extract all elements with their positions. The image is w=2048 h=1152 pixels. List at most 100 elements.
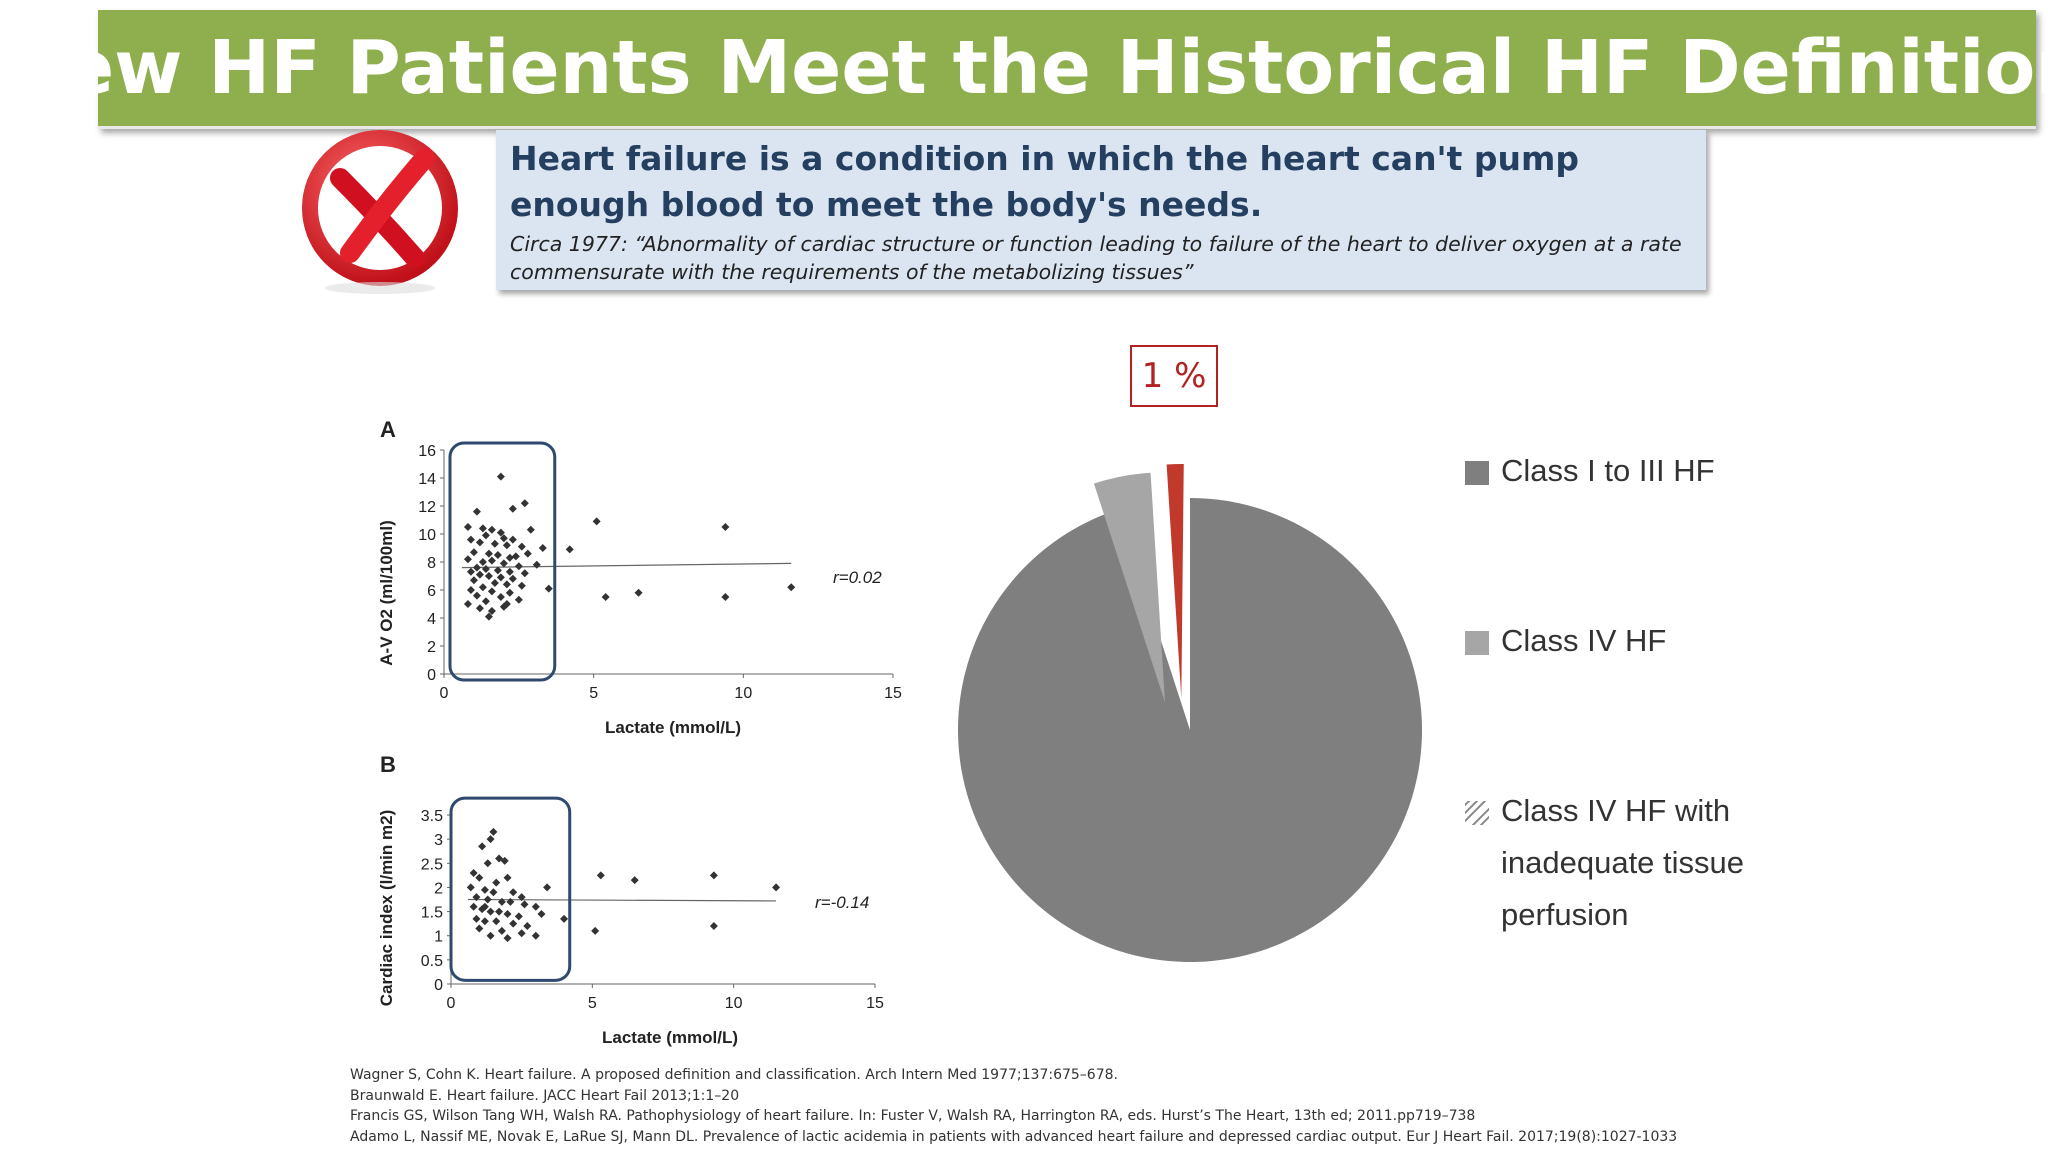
scatter-point	[526, 525, 535, 534]
scatter-point	[514, 562, 523, 571]
scatter-point	[721, 523, 730, 531]
scatter-point	[544, 584, 553, 593]
scatter-point	[537, 909, 546, 918]
scatter-point	[592, 517, 601, 526]
red-x-icon	[302, 130, 458, 294]
scatter-point	[481, 565, 490, 573]
scatter-point	[514, 912, 523, 921]
scatter-chart-b: B Cardiac index (l/min m2) 0 0.5 1 1.5 2 2.5 3…	[377, 752, 884, 1047]
definition-main-text: Heart failure is a condition in which th…	[510, 139, 1580, 224]
scatter-point	[505, 588, 514, 597]
x-axis-label-b: Lactate (mmol/L)	[602, 1028, 738, 1047]
scatter-chart-a: A A-V O2 (ml/100ml) 0 2 4 6 8 10 12 14 16 0 5 10 15 r…	[377, 417, 902, 737]
x-axis-label-a: Lactate (mmol/L)	[605, 718, 741, 737]
panel-label-a: A	[380, 417, 396, 442]
y-tick-label: 2	[434, 880, 443, 897]
scatter-point	[503, 909, 512, 918]
scatter-point	[560, 914, 569, 923]
x-tick-label: 15	[884, 685, 902, 702]
correlation-label: r=-0.14	[815, 893, 869, 912]
title-bar: Few HF Patients Meet the Historical HF D…	[16, 10, 2048, 129]
scatter-point	[511, 552, 520, 561]
scatter-point	[475, 873, 484, 882]
scatter-point	[487, 525, 496, 534]
scatter-point	[495, 854, 504, 863]
y-tick-label: 3	[434, 832, 443, 849]
y-tick-label: 0	[427, 667, 436, 684]
scatter-point	[484, 549, 493, 558]
scatter-point	[499, 559, 508, 568]
correlation-label: r=0.02	[833, 568, 882, 587]
scatter-point	[466, 883, 475, 892]
y-axis-label-a: A-V O2 (ml/100ml)	[377, 520, 396, 666]
scatter-point	[505, 567, 514, 576]
scatter-point	[523, 549, 532, 558]
definition-quote-text: Circa 1977: “Abnormality of cardiac stru…	[510, 232, 1682, 284]
y-tick-label: 16	[418, 443, 436, 460]
scatter-point	[520, 499, 529, 508]
reference-line: Adamo L, Nassif ME, Novak E, LaRue SJ, M…	[350, 1128, 1678, 1145]
scatter-point	[565, 545, 574, 554]
scatter-point	[520, 900, 529, 909]
scatter-point	[499, 602, 508, 611]
scatter-point	[787, 583, 796, 592]
scatter-point	[772, 883, 781, 892]
scatter-point	[514, 595, 523, 604]
y-tick-label: 4	[427, 611, 436, 628]
scatter-point	[509, 888, 518, 897]
scatter-point	[483, 859, 492, 868]
scatter-point	[487, 607, 496, 615]
scatter-point	[517, 929, 526, 938]
scatter-point	[486, 907, 495, 916]
scatter-point	[469, 868, 478, 877]
scatter-point	[517, 893, 526, 902]
scatter-point	[596, 871, 605, 880]
scatter-point	[490, 579, 499, 587]
y-tick-label: 1	[434, 929, 443, 946]
reference-line: Wagner S, Cohn K. Heart failure. A propo…	[350, 1067, 1118, 1083]
slide-title: Few HF Patients Meet the Historical HF D…	[16, 25, 2048, 111]
scatter-point	[472, 893, 481, 902]
scatter-point	[502, 580, 511, 589]
scatter-point	[505, 553, 514, 562]
scatter-point	[508, 504, 517, 513]
panel-label-b: B	[380, 752, 396, 777]
y-tick-label: 3.5	[421, 808, 443, 825]
pie-slice-class-4	[1093, 472, 1166, 703]
scatter-point	[472, 591, 481, 600]
legend-label-class-1-3: Class I to III HF	[1501, 453, 1715, 488]
scatter-point	[478, 842, 487, 851]
scatter-point	[472, 914, 481, 923]
scatter-point	[601, 593, 610, 601]
scatter-point	[496, 593, 505, 601]
scatter-point	[463, 523, 472, 531]
scatter-point	[469, 576, 478, 585]
scatter-point	[506, 897, 515, 906]
reference-line: Braunwald E. Heart failure. JACC Heart F…	[350, 1087, 740, 1104]
legend-swatch-class-1-3	[1465, 461, 1489, 485]
scatter-point	[496, 573, 505, 582]
scatter-point	[495, 907, 504, 916]
y-tick-label: 0.5	[421, 953, 443, 970]
scatter-point	[493, 551, 502, 559]
scatter-point	[508, 574, 517, 583]
scatter-point	[487, 587, 496, 596]
legend-item-class-4: Class IV HF	[1465, 623, 1801, 667]
scatter-point	[538, 544, 547, 552]
legend-swatch-class-4	[1465, 631, 1489, 655]
y-tick-label: 2	[427, 639, 436, 656]
scatter-point	[480, 885, 489, 894]
y-tick-label: 1.5	[421, 905, 443, 922]
scatter-point	[489, 888, 498, 897]
scatter-point	[492, 878, 501, 887]
percent-callout: 1 %	[1130, 345, 1218, 407]
scatter-point	[481, 597, 490, 606]
x-tick-label: 10	[734, 685, 752, 702]
scatter-point	[466, 535, 475, 544]
scatter-point	[489, 827, 498, 836]
x-tick-label: 0	[447, 995, 456, 1012]
y-axis-label-b: Cardiac index (l/min m2)	[377, 810, 396, 1007]
scatter-point	[486, 835, 495, 844]
x-tick-label: 15	[866, 995, 884, 1012]
scatter-point	[469, 548, 478, 557]
